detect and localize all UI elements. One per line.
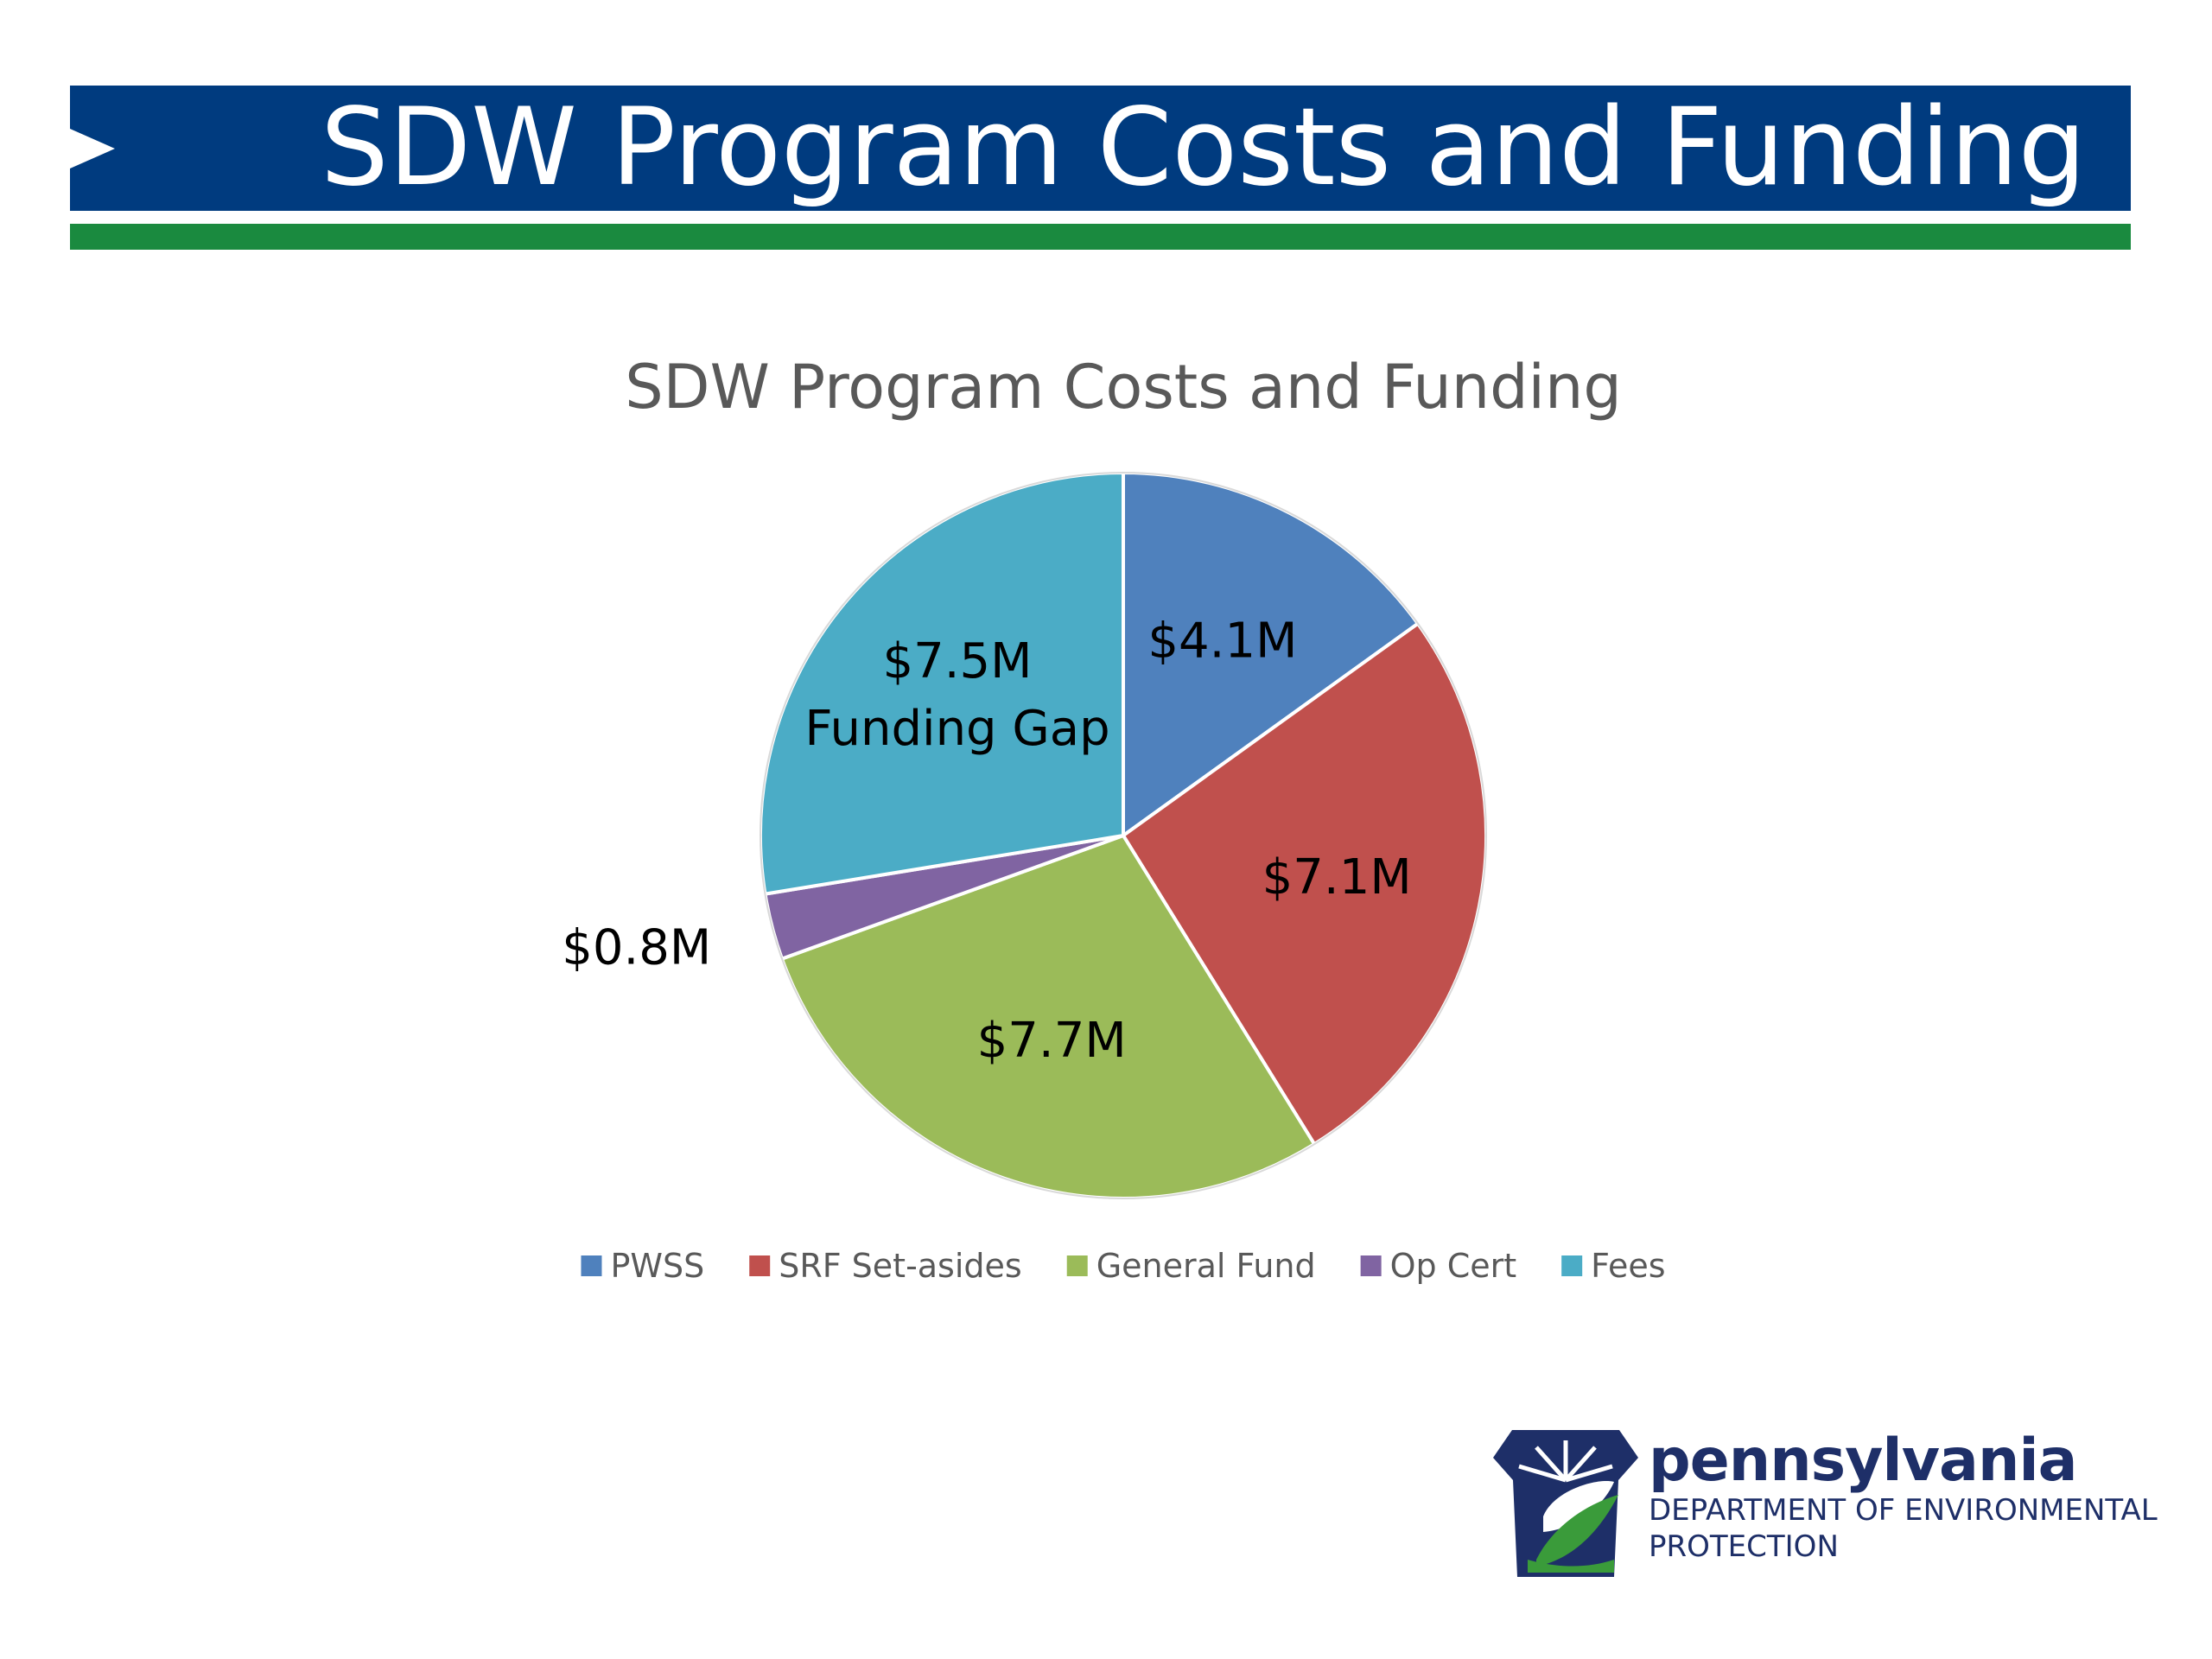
- legend-label-op-cert: Op Cert: [1390, 1247, 1517, 1285]
- data-label-general-fund: $7.7M: [977, 1013, 1127, 1069]
- chart-title: SDW Program Costs and Funding: [625, 352, 1622, 423]
- legend-item-op-cert: Op Cert: [1360, 1247, 1517, 1285]
- title-underline: [70, 224, 2131, 250]
- legend-label-srf-set-asides: SRF Set-asides: [779, 1247, 1022, 1285]
- legend-swatch-fees: [1561, 1255, 1583, 1276]
- legend-swatch-op-cert: [1360, 1255, 1382, 1276]
- legend-label-pwss: PWSS: [610, 1247, 704, 1285]
- logo-department-line1: DEPARTMENT OF ENVIRONMENTAL: [1649, 1493, 2158, 1528]
- slide-title: SDW Program Costs and Funding: [321, 86, 2087, 210]
- pennsylvania-keystone-logo: [1493, 1430, 1638, 1577]
- dep-logo-text: pennsylvania DEPARTMENT OF ENVIRONMENTAL…: [1649, 1430, 2202, 1565]
- legend-item-srf-set-asides: SRF Set-asides: [749, 1247, 1022, 1285]
- legend-swatch-pwss: [581, 1255, 602, 1276]
- legend-swatch-srf-set-asides: [749, 1255, 771, 1276]
- logo-department-line2: PROTECTION: [1649, 1529, 1839, 1564]
- data-label-op-cert: $0.8M: [562, 920, 711, 976]
- legend-label-general-fund: General Fund: [1096, 1247, 1316, 1285]
- legend-item-pwss: PWSS: [581, 1247, 704, 1285]
- legend-item-fees: Fees: [1561, 1247, 1666, 1285]
- legend-swatch-general-fund: [1066, 1255, 1088, 1276]
- data-label-fees: $7.5M Funding Gap: [804, 633, 1109, 757]
- arrow-icon: [70, 129, 115, 168]
- logo-brand: pennsylvania: [1649, 1427, 2078, 1495]
- pie-outline: [760, 472, 1487, 1199]
- legend-item-general-fund: General Fund: [1066, 1247, 1316, 1285]
- data-label-pwss: $4.1M: [1147, 613, 1297, 670]
- slide-title-bar: SDW Program Costs and Funding: [70, 86, 2131, 211]
- data-label-srf-set-asides: $7.1M: [1262, 849, 1412, 906]
- legend-label-fees: Fees: [1591, 1247, 1665, 1285]
